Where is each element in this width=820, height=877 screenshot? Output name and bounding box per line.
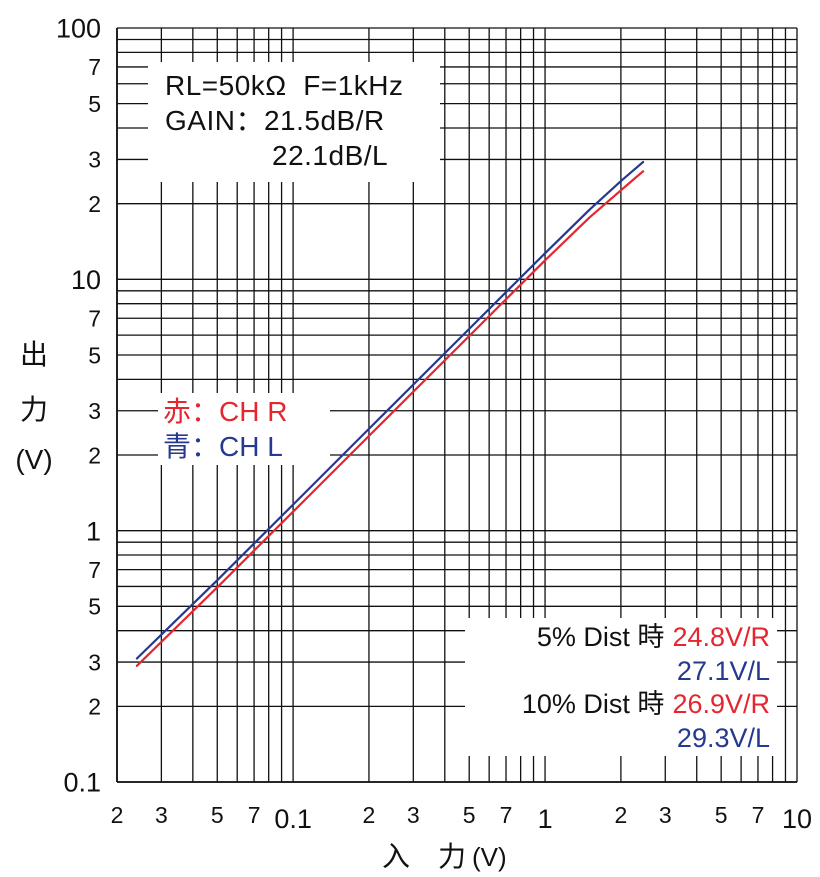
x-tick-labels: 2 3 5 7 0.1 2 3 5 7 1 2 3 5 7 10 xyxy=(111,802,812,834)
y-tick-label: 3 xyxy=(88,147,101,173)
legend-label: CH R xyxy=(219,396,288,427)
legend-item-ch-r: 赤：CH R xyxy=(163,394,330,429)
y-tick-label: 5 xyxy=(88,91,101,117)
y-tick-label: 3 xyxy=(88,398,101,424)
x-axis-label: 入 力 (V) xyxy=(382,840,507,874)
conditions-line-gain-l: 22.1dB/L xyxy=(272,140,389,171)
x-tick-label: 5 xyxy=(463,802,476,828)
y-tick-label: 2 xyxy=(88,694,101,720)
distortion-row-5pct: 5% Dist 時 24.8V/R xyxy=(465,621,770,655)
x-tick-label: 3 xyxy=(155,802,168,828)
y-tick-labels: 100 7 5 3 2 10 7 5 3 2 1 7 5 3 2 0.1 xyxy=(56,14,101,798)
x-axis-label-unit: (V) xyxy=(472,842,507,872)
y-tick-label: 100 xyxy=(56,14,101,44)
distortion-value-r: 24.8V/R xyxy=(672,622,770,652)
x-tick-label: 2 xyxy=(111,802,124,828)
distortion-value-l: 29.3V/L xyxy=(676,722,770,753)
y-axis-label-line-1: 出 xyxy=(19,339,48,370)
distortion-row-5pct-l: 27.1V/L xyxy=(465,655,770,689)
distortion-value-l: 27.1V/L xyxy=(676,655,770,686)
y-tick-label: 0.1 xyxy=(63,768,101,798)
y-tick-label: 1 xyxy=(86,516,101,546)
distortion-value-r: 26.9V/R xyxy=(672,689,770,719)
x-tick-label: 10 xyxy=(782,804,812,834)
distortion-label: 10% Dist 時 xyxy=(521,689,665,719)
y-tick-label: 2 xyxy=(88,442,101,468)
legend-label: CH L xyxy=(219,431,283,462)
x-tick-label: 3 xyxy=(659,802,672,828)
y-tick-label: 7 xyxy=(88,557,101,583)
x-tick-label: 2 xyxy=(615,802,628,828)
y-tick-label: 10 xyxy=(71,265,101,295)
conditions-line-gain-r: GAIN：21.5dB/R xyxy=(165,105,385,136)
distortion-label: 5% Dist 時 xyxy=(536,622,665,652)
x-tick-label: 2 xyxy=(363,802,376,828)
legend-prefix: 赤： xyxy=(163,396,220,427)
x-tick-label: 1 xyxy=(538,804,553,834)
legend: 赤：CH R 青：CH L xyxy=(158,393,330,465)
conditions-box: RL=50kΩ F=1kHz GAIN：21.5dB/R 22.1dB/L xyxy=(148,62,440,182)
series-line-ch-r xyxy=(135,170,645,667)
x-tick-label: 0.1 xyxy=(274,804,312,834)
x-tick-label: 5 xyxy=(715,802,728,828)
y-axis-label-unit: (V) xyxy=(15,444,53,475)
x-tick-label: 5 xyxy=(211,802,224,828)
legend-prefix: 青： xyxy=(163,431,220,462)
y-tick-label: 7 xyxy=(88,306,101,332)
y-tick-label: 2 xyxy=(88,191,101,217)
x-axis-label-text: 入 力 xyxy=(382,841,467,872)
y-axis-label-line-2: 力 xyxy=(19,394,48,425)
x-tick-label: 7 xyxy=(752,802,765,828)
y-tick-label: 7 xyxy=(88,54,101,80)
conditions-line-load-frequency: RL=50kΩ F=1kHz xyxy=(165,70,404,101)
distortion-row-10pct: 10% Dist 時 26.9V/R xyxy=(465,688,770,722)
series-line-ch-l xyxy=(135,160,645,660)
x-tick-label: 3 xyxy=(407,802,420,828)
y-tick-label: 3 xyxy=(88,649,101,675)
y-tick-label: 5 xyxy=(88,594,101,620)
distortion-box: 5% Dist 時 24.8V/R 27.1V/L 10% Dist 時 26.9V… xyxy=(465,618,777,756)
y-tick-label: 5 xyxy=(88,342,101,368)
x-tick-label: 7 xyxy=(500,802,513,828)
legend-item-ch-l: 青：CH L xyxy=(163,429,330,464)
distortion-row-10pct-l: 29.3V/L xyxy=(465,722,770,756)
x-tick-label: 7 xyxy=(248,802,261,828)
